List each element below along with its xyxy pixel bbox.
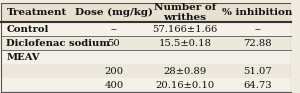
Text: Control: Control <box>7 25 49 34</box>
Text: Dose (mg/kg): Dose (mg/kg) <box>75 8 153 17</box>
Text: --: -- <box>110 25 117 34</box>
Bar <box>1 64 291 78</box>
Text: 400: 400 <box>104 81 124 90</box>
Text: Number of
writhes: Number of writhes <box>154 3 216 22</box>
Bar <box>1 3 291 22</box>
Text: 51.07: 51.07 <box>243 67 272 76</box>
Bar <box>1 36 291 50</box>
Text: 72.88: 72.88 <box>243 39 272 48</box>
Text: --: -- <box>254 25 261 34</box>
Text: 64.73: 64.73 <box>243 81 272 90</box>
Text: 20.16±0.10: 20.16±0.10 <box>155 81 214 90</box>
Text: Treatment: Treatment <box>7 8 67 17</box>
Text: 28±0.89: 28±0.89 <box>163 67 207 76</box>
Text: 57.166±1.66: 57.166±1.66 <box>152 25 218 34</box>
Bar <box>1 22 291 36</box>
Text: MEAV: MEAV <box>7 53 40 62</box>
Text: Diclofenac sodium: Diclofenac sodium <box>7 39 110 48</box>
Text: % inhibition: % inhibition <box>222 8 293 17</box>
Text: 15.5±0.18: 15.5±0.18 <box>158 39 212 48</box>
Text: 200: 200 <box>104 67 123 76</box>
Text: 50: 50 <box>107 39 120 48</box>
Bar <box>1 50 291 64</box>
Bar <box>1 78 291 92</box>
